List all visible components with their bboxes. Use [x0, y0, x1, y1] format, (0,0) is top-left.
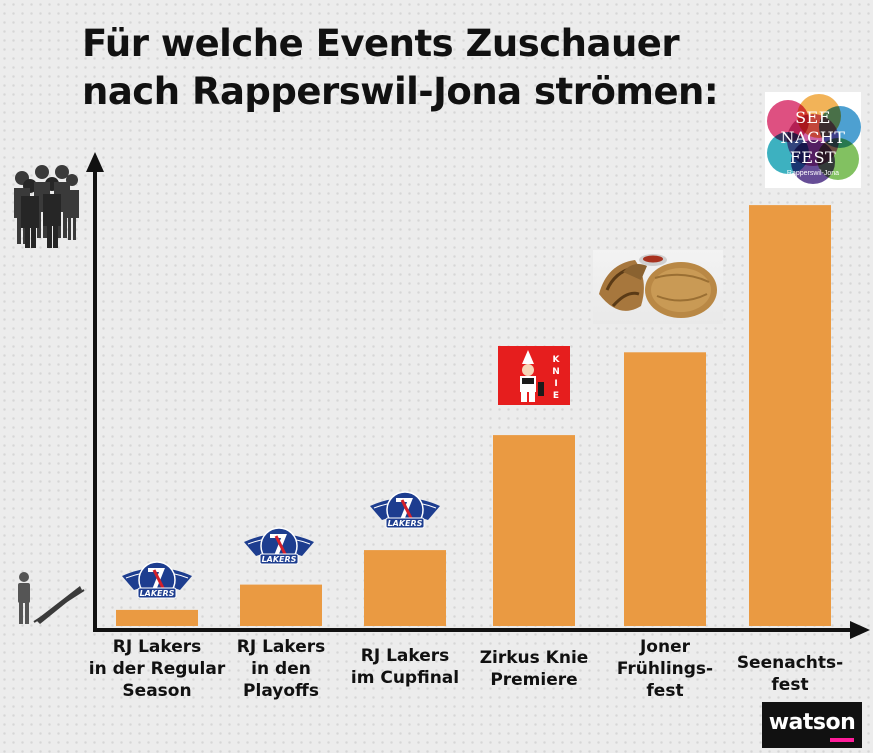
y-axis-arrow	[86, 152, 104, 172]
x-tick-label-line: Season	[122, 681, 192, 701]
seenachtfest-line-2: NACHT	[780, 128, 846, 147]
pastry-image	[599, 254, 717, 318]
x-tick-label-line: Playoffs	[243, 681, 319, 701]
x-axis-arrow	[850, 621, 870, 639]
watson-accent-bar	[830, 738, 854, 742]
bar-5	[624, 352, 706, 626]
x-tick-label-line: Premiere	[490, 670, 578, 690]
x-tick-label-2: RJ Lakers in den Playoffs	[211, 636, 351, 702]
food-photo	[593, 250, 723, 324]
x-tick-label-line: fest	[771, 675, 809, 695]
seenachtfest-logo: SEE NACHT FEST Rapperswil-Jona	[765, 92, 861, 188]
x-tick-label-3: RJ Lakers im Cupfinal	[335, 645, 475, 689]
seenachtfest-line-4: Rapperswil-Jona	[786, 170, 840, 177]
lakers-logo: LAKERS	[244, 527, 314, 565]
x-tick-label-line: in der Regular	[88, 659, 226, 679]
chart-title-line-2: nach Rapperswil-Jona strömen:	[82, 70, 719, 113]
x-tick-label-4: Zirkus Knie Premiere	[464, 647, 604, 691]
x-tick-label-line: Zirkus Knie	[479, 648, 589, 668]
x-tick-label-line: in den	[251, 659, 311, 679]
x-tick-label-line: Joner	[639, 637, 691, 657]
lakers-logo: LAKERS	[370, 491, 440, 529]
x-tick-label-line: RJ Lakers	[360, 646, 450, 666]
seenachtfest-line-3: FEST	[789, 148, 837, 167]
x-tick-label-line: im Cupfinal	[350, 668, 460, 688]
svg-text:N: N	[552, 367, 560, 377]
bar-3	[364, 550, 446, 626]
svg-text:I: I	[554, 379, 557, 389]
watson-logo: watson	[762, 702, 862, 748]
x-tick-label-line: RJ Lakers	[236, 637, 326, 657]
svg-text:E: E	[553, 391, 559, 401]
svg-text:K: K	[553, 355, 561, 365]
x-tick-label-6: Seenachts-fest	[720, 652, 860, 696]
bar-2	[240, 584, 322, 626]
crowd-icon	[14, 165, 79, 248]
seenachtfest-line-1: SEE	[795, 108, 831, 127]
x-tick-label-1: RJ Lakers in der Regular Season	[87, 636, 227, 702]
bar-6	[749, 205, 831, 626]
bars	[116, 205, 831, 626]
clown-icon: K N I E	[520, 350, 561, 402]
lakers-wordmark: LAKERS	[262, 555, 297, 564]
lakers-logo: LAKERS	[122, 561, 192, 599]
x-tick-label-line: Seenachts-	[736, 653, 844, 673]
x-tick-label-line: Frühlings-	[616, 659, 714, 679]
lakers-wordmark: LAKERS	[388, 519, 423, 528]
lakers-wordmark: LAKERS	[140, 589, 175, 598]
x-tick-label-5: Joner Frühlings-fest	[595, 636, 735, 702]
person-icon	[18, 572, 85, 624]
x-tick-label-line: fest	[646, 681, 684, 701]
watson-wordmark: watson	[768, 710, 856, 735]
bar-4	[493, 435, 575, 626]
knie-logo: K N I E	[498, 346, 570, 405]
bar-1	[116, 609, 198, 626]
x-tick-label-line: RJ Lakers	[112, 637, 202, 657]
chart-title-line-1: Für welche Events Zuschauer	[82, 22, 680, 65]
